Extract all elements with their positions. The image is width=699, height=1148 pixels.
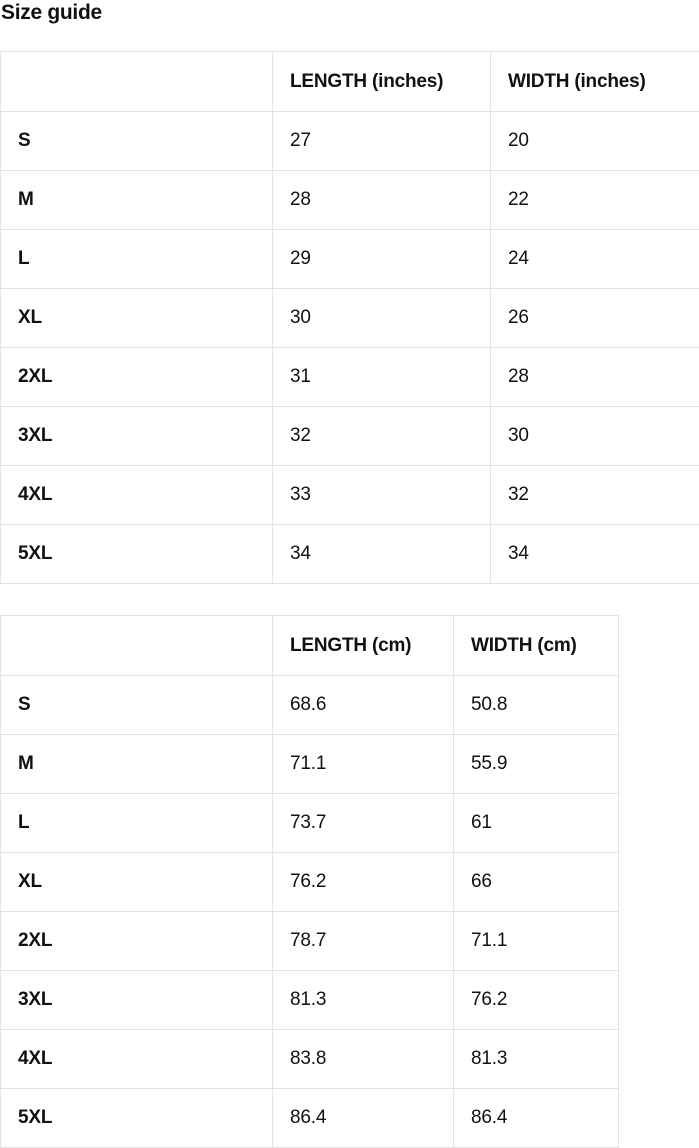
length-cell: 28 — [273, 171, 491, 230]
length-cell: 31 — [273, 348, 491, 407]
size-cell: S — [1, 676, 273, 735]
width-cell: 50.8 — [454, 676, 619, 735]
width-cm-header: WIDTH (cm) — [454, 616, 619, 676]
size-cell: 2XL — [1, 912, 273, 971]
size-cell: 4XL — [1, 466, 273, 525]
size-cell: 2XL — [1, 348, 273, 407]
size-cell: 4XL — [1, 1030, 273, 1089]
size-cell: L — [1, 794, 273, 853]
width-inches-header: WIDTH (inches) — [491, 52, 699, 112]
size-cell: M — [1, 171, 273, 230]
length-cell: 71.1 — [273, 735, 454, 794]
width-cell: 28 — [491, 348, 699, 407]
width-cell: 76.2 — [454, 971, 619, 1030]
length-cell: 86.4 — [273, 1089, 454, 1148]
page-title: Size guide — [0, 0, 699, 25]
width-cell: 61 — [454, 794, 619, 853]
length-cell: 83.8 — [273, 1030, 454, 1089]
size-cell: S — [1, 112, 273, 171]
length-cell: 76.2 — [273, 853, 454, 912]
length-cell: 27 — [273, 112, 491, 171]
length-cell: 33 — [273, 466, 491, 525]
size-column-header — [1, 52, 273, 112]
length-cell: 29 — [273, 230, 491, 289]
size-cell: 3XL — [1, 407, 273, 466]
width-cell: 86.4 — [454, 1089, 619, 1148]
size-cell: 5XL — [1, 1089, 273, 1148]
width-cell: 81.3 — [454, 1030, 619, 1089]
length-cell: 68.6 — [273, 676, 454, 735]
size-cell: 5XL — [1, 525, 273, 584]
length-cell: 34 — [273, 525, 491, 584]
header-row: LENGTH (inches) WIDTH (inches) — [1, 52, 699, 112]
width-cell: 24 — [491, 230, 699, 289]
width-cell: 66 — [454, 853, 619, 912]
width-cell: 22 — [491, 171, 699, 230]
width-cell: 26 — [491, 289, 699, 348]
width-cell: 34 — [491, 525, 699, 584]
width-cell: 55.9 — [454, 735, 619, 794]
length-cm-header: LENGTH (cm) — [273, 616, 454, 676]
size-cell: M — [1, 735, 273, 794]
size-column-header — [1, 616, 273, 676]
length-cell: 81.3 — [273, 971, 454, 1030]
header-row: LENGTH (cm) WIDTH (cm) — [1, 616, 619, 676]
width-cell: 32 — [491, 466, 699, 525]
length-cell: 78.7 — [273, 912, 454, 971]
size-cell: L — [1, 230, 273, 289]
length-cell: 30 — [273, 289, 491, 348]
size-cell: XL — [1, 853, 273, 912]
length-inches-header: LENGTH (inches) — [273, 52, 491, 112]
width-cell: 20 — [491, 112, 699, 171]
length-cell: 32 — [273, 407, 491, 466]
size-cell: 3XL — [1, 971, 273, 1030]
length-cell: 73.7 — [273, 794, 454, 853]
width-cell: 30 — [491, 407, 699, 466]
width-cell: 71.1 — [454, 912, 619, 971]
size-cell: XL — [1, 289, 273, 348]
